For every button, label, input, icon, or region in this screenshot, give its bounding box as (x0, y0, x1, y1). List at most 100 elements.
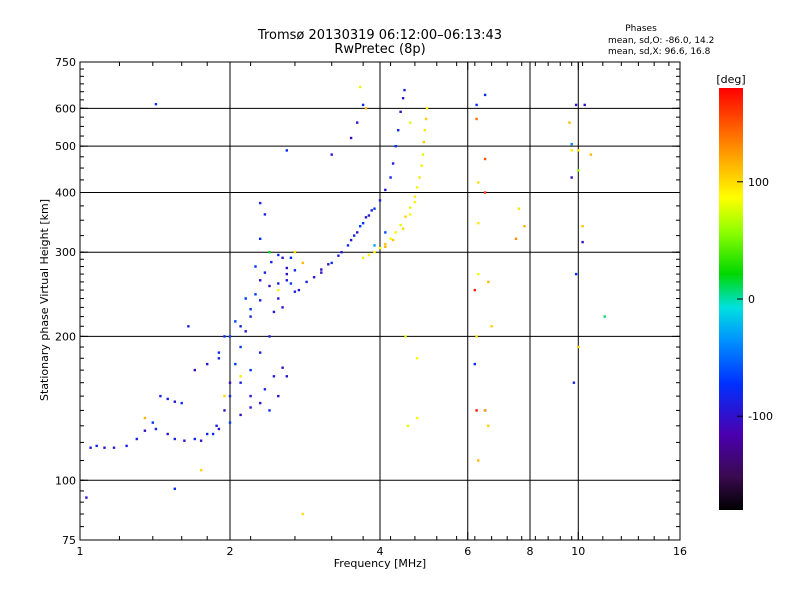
data-point (421, 153, 425, 156)
data-point (277, 282, 280, 285)
data-point (268, 284, 271, 288)
data-point (270, 260, 273, 264)
x-tick-label: 10 (571, 545, 585, 558)
data-point (403, 88, 406, 92)
data-point (281, 366, 284, 369)
data-point (320, 271, 323, 274)
data-point (384, 188, 387, 192)
y-tick-label: 200 (55, 330, 76, 343)
data-point (330, 261, 333, 265)
data-point (399, 223, 402, 227)
data-point (166, 432, 169, 436)
data-point (473, 362, 476, 366)
data-point (249, 406, 252, 409)
data-point (312, 276, 316, 279)
data-point (473, 288, 476, 292)
x-axis-ticks: 1 2 4 6 8 10 16 (77, 62, 687, 558)
data-point (173, 437, 176, 441)
data-point (364, 107, 368, 110)
data-point (361, 103, 365, 107)
data-point (337, 254, 340, 257)
data-point (268, 251, 271, 254)
data-point (234, 320, 237, 323)
data-point (297, 288, 301, 292)
data-point (89, 446, 92, 449)
data-point (394, 145, 397, 148)
data-point (277, 394, 280, 398)
x-tick-label: 8 (527, 545, 534, 558)
y-tick-label: 750 (55, 56, 76, 69)
data-point (373, 244, 376, 247)
y-tick-label: 500 (55, 140, 76, 153)
data-point (409, 213, 412, 216)
data-point (570, 176, 573, 179)
data-point (346, 244, 350, 247)
data-point (268, 409, 271, 412)
data-point (356, 121, 359, 124)
x-tick-label: 1 (77, 545, 84, 558)
data-point (301, 261, 304, 265)
data-point (572, 381, 576, 384)
data-point (570, 149, 573, 152)
data-point (477, 272, 480, 276)
data-point (356, 231, 359, 234)
data-point (361, 222, 365, 225)
data-point (272, 375, 276, 378)
data-point (416, 416, 419, 420)
data-point (217, 357, 221, 360)
x-tick-label: 6 (464, 545, 471, 558)
data-point (103, 446, 106, 449)
y-tick-label: 100 (55, 474, 76, 487)
data-point (281, 256, 284, 259)
data-point (475, 117, 478, 121)
data-point (223, 409, 226, 412)
data-point (249, 368, 252, 372)
data-point (259, 279, 262, 282)
data-point (187, 325, 190, 328)
data-point (95, 444, 98, 448)
data-point (416, 357, 419, 360)
x-tick-label: 4 (377, 545, 384, 558)
colorbar-tick-label: -100 (748, 410, 773, 423)
y-tick-label: 600 (55, 102, 76, 115)
data-point (239, 375, 242, 378)
x-axis-label: Frequency [MHz] (334, 557, 426, 570)
data-point (477, 459, 480, 462)
data-point (228, 381, 232, 384)
data-point (193, 368, 196, 372)
data-point (249, 308, 252, 311)
data-point (399, 110, 402, 113)
data-point (215, 424, 218, 427)
data-point (361, 256, 365, 259)
colorbar-label: [deg] (716, 73, 745, 86)
data-point (487, 280, 490, 284)
data-point (413, 195, 417, 198)
data-point (239, 413, 242, 417)
data-point (159, 394, 162, 398)
data-point (293, 290, 297, 293)
data-point (401, 97, 405, 100)
data-point (483, 409, 487, 412)
data-point (422, 140, 426, 144)
data-point (183, 439, 186, 442)
chart-subtitle: RwPretec (8p) (334, 42, 425, 57)
data-point (367, 253, 371, 257)
data-point (289, 256, 293, 259)
data-point (301, 512, 304, 516)
data-point (249, 315, 252, 318)
data-point (223, 394, 226, 398)
data-point (239, 381, 242, 384)
data-point (154, 427, 158, 431)
data-point (397, 129, 400, 132)
data-point (340, 251, 343, 254)
phases-x-stats: mean, sd,X: 96.6, 16.8 (608, 47, 711, 57)
phases-o-stats: mean, sd,O: -86.0, 14.2 (608, 36, 714, 46)
data-point (523, 225, 526, 228)
chart-title: Tromsø 20130319 06:12:00–06:13:43 (257, 28, 502, 43)
data-point (373, 251, 376, 254)
data-point (603, 315, 606, 318)
data-point (228, 421, 232, 424)
y-tick-label: 75 (62, 534, 76, 547)
data-point (589, 153, 593, 156)
data-point (477, 181, 480, 184)
